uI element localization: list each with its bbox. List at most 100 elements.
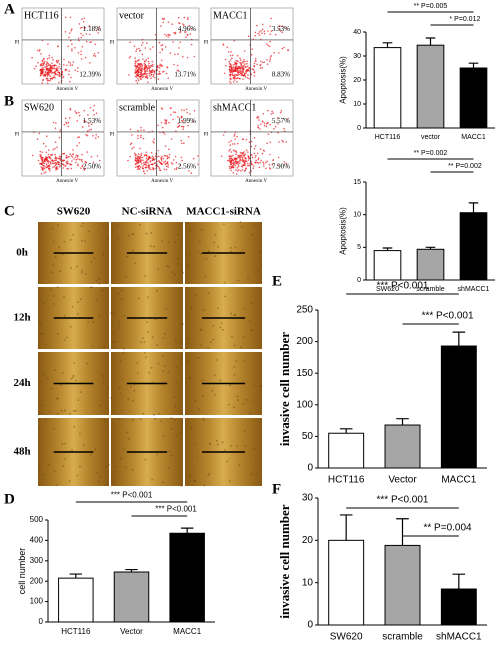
event-dot [53, 75, 56, 77]
cell-speck [203, 484, 206, 487]
event-dot [255, 60, 257, 62]
event-dot [186, 56, 189, 59]
event-dot [57, 61, 59, 63]
event-dot [144, 161, 147, 163]
cell-speck [76, 265, 78, 268]
cell-speck [63, 442, 66, 445]
quadrant-percent: 1.53% [83, 117, 101, 125]
event-dot [69, 62, 72, 64]
event-dot [235, 74, 238, 76]
event-dot [261, 152, 264, 155]
cell-speck [144, 356, 147, 359]
cell-speck [239, 221, 242, 224]
event-dot [255, 154, 257, 157]
event-dot [267, 30, 269, 32]
event-dot [134, 156, 137, 158]
event-dot [89, 106, 92, 109]
cell-speck [106, 407, 109, 410]
event-dot [177, 122, 180, 125]
event-dot [67, 125, 70, 128]
event-dot [230, 160, 232, 162]
event-dot [146, 72, 148, 75]
event-dot [237, 74, 239, 77]
event-dot [240, 64, 243, 67]
event-dot [69, 16, 72, 19]
event-dot [242, 70, 244, 72]
event-dot [144, 64, 146, 66]
event-dot [181, 119, 183, 122]
event-dot [256, 24, 258, 27]
event-dot [254, 34, 256, 37]
event-dot [86, 134, 89, 137]
x-tick-label: shMACC1 [436, 632, 482, 643]
event-dot [83, 109, 86, 112]
event-dot [237, 155, 240, 157]
event-dot [145, 59, 148, 61]
cell-speck [57, 333, 59, 335]
event-dot [234, 160, 237, 163]
cell-speck [123, 315, 126, 318]
event-dot [269, 40, 272, 43]
cell-speck [240, 346, 242, 348]
event-dot [168, 148, 170, 151]
event-dot [179, 164, 181, 166]
error-bar [382, 42, 393, 48]
event-dot [31, 56, 33, 59]
event-dot [269, 58, 272, 60]
event-dot [250, 140, 253, 143]
event-dot [137, 160, 140, 162]
event-dot [147, 64, 150, 67]
quadrant-percent: 5.57% [272, 117, 290, 125]
event-dot [52, 59, 54, 61]
cell-speck [121, 289, 124, 292]
event-dot [59, 67, 62, 70]
bar [113, 571, 150, 623]
event-dot [68, 155, 70, 158]
cell-speck [244, 444, 247, 447]
event-dot [254, 156, 257, 158]
row-label: 48h [13, 446, 30, 458]
event-dot [41, 59, 44, 62]
cell-speck [69, 412, 72, 415]
event-dot [160, 44, 162, 47]
event-dot [46, 61, 48, 63]
cell-speck [253, 384, 256, 387]
event-dot [244, 75, 247, 78]
event-dot [68, 117, 71, 119]
event-dot [279, 111, 282, 114]
event-dot [232, 66, 234, 68]
event-dot [279, 30, 282, 32]
cell-speck [110, 312, 113, 315]
event-dot [192, 120, 194, 123]
event-dot [175, 161, 178, 164]
event-dot [56, 168, 59, 170]
event-dot [143, 163, 145, 165]
event-dot [171, 23, 174, 26]
event-dot [245, 167, 247, 169]
cell-speck [153, 245, 155, 248]
event-dot [246, 162, 249, 165]
event-dot [241, 138, 244, 140]
cell-speck [72, 233, 74, 236]
x-tick-label: Vector [120, 627, 143, 636]
event-dot [146, 169, 149, 172]
event-dot [142, 42, 144, 44]
panel-letter: B [4, 93, 14, 109]
event-dot [78, 158, 81, 161]
event-dot [129, 128, 132, 131]
event-dot [140, 152, 143, 155]
y-tick-label: 15 [353, 179, 361, 186]
cell-speck [194, 399, 197, 402]
event-dot [140, 73, 143, 76]
event-dot [148, 62, 150, 65]
event-dot [165, 72, 168, 75]
cell-speck [117, 292, 120, 295]
bar [384, 544, 421, 626]
event-dot [144, 67, 147, 70]
event-dot [237, 142, 239, 145]
event-dot [248, 164, 250, 167]
significance-label: ** P=0.002 [414, 150, 448, 157]
cell-speck [215, 359, 218, 361]
cell-speck [99, 476, 102, 479]
quadrant-percent: 12.39% [79, 70, 101, 78]
